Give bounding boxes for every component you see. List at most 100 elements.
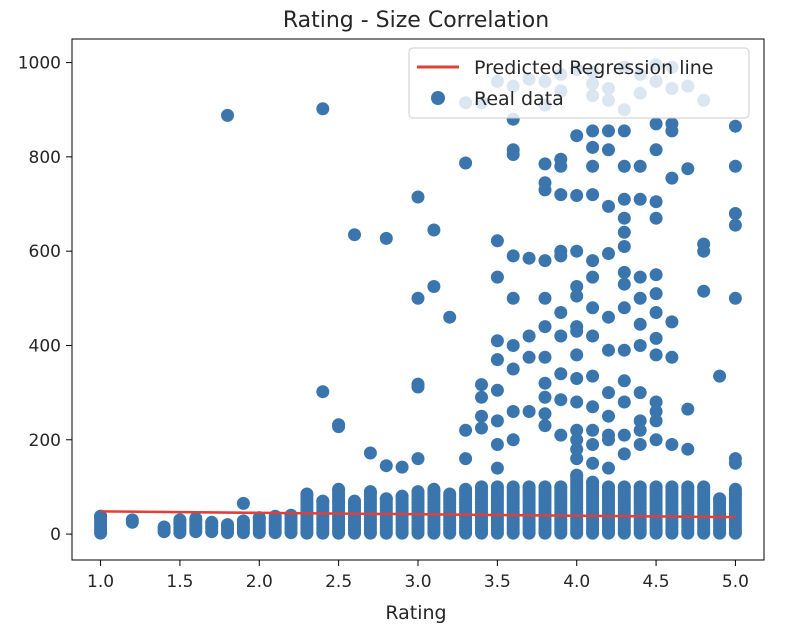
data-point — [570, 372, 584, 385]
data-point — [697, 284, 711, 298]
y-tick-label: 1000 — [18, 54, 61, 74]
data-point — [506, 249, 520, 263]
data-point — [538, 183, 552, 197]
data-point — [665, 350, 679, 364]
data-point — [570, 433, 584, 447]
data-point — [538, 254, 552, 268]
data-point — [570, 244, 584, 258]
data-point — [617, 343, 631, 357]
data-point — [490, 414, 504, 428]
data-point — [617, 192, 631, 206]
data-point — [252, 511, 266, 525]
data-point — [490, 480, 504, 494]
data-point — [649, 414, 663, 428]
data-point — [649, 405, 663, 418]
chart-title: Rating - Size Correlation — [283, 8, 549, 33]
data-point — [316, 102, 330, 116]
data-point — [554, 480, 568, 494]
data-point — [602, 461, 615, 475]
data-point — [681, 402, 695, 416]
data-point — [681, 442, 695, 456]
data-point — [475, 480, 488, 494]
regression-layer — [100, 510, 736, 519]
data-point — [205, 515, 219, 529]
x-tick-label: 4.5 — [643, 572, 670, 592]
data-point — [728, 119, 742, 133]
data-point — [602, 310, 615, 324]
x-axis: 1.0 1.5 2.0 2.5 3.0 3.5 4.0 4.5 5.0 — [87, 560, 749, 592]
data-point — [617, 447, 631, 461]
data-point — [332, 482, 346, 496]
data-point — [649, 306, 663, 319]
x-tick-label: 3.5 — [484, 572, 511, 592]
data-point — [586, 369, 600, 383]
data-point — [570, 289, 584, 303]
data-point — [411, 485, 425, 499]
data-point — [173, 513, 187, 527]
data-point — [554, 249, 568, 263]
data-point — [617, 480, 631, 494]
data-point — [427, 280, 441, 293]
data-point — [236, 514, 250, 528]
data-point — [586, 124, 600, 138]
data-point — [427, 223, 441, 237]
data-point — [586, 301, 600, 315]
data-point — [586, 475, 600, 489]
data-point — [284, 508, 298, 522]
data-point — [363, 485, 377, 499]
data-point — [570, 129, 584, 143]
data-point — [506, 362, 520, 376]
data-point — [602, 409, 615, 423]
data-point — [586, 159, 600, 173]
data-point — [681, 162, 695, 176]
data-point — [617, 277, 631, 291]
data-point — [586, 329, 600, 343]
data-point — [713, 492, 727, 506]
data-point — [617, 225, 631, 239]
data-point — [379, 492, 393, 506]
legend-label-regression: Predicted Regression line — [474, 57, 714, 79]
y-tick-label: 200 — [29, 431, 61, 451]
data-point — [506, 148, 520, 161]
data-point — [316, 494, 330, 508]
data-point — [602, 199, 615, 213]
data-point — [157, 520, 171, 534]
data-point — [665, 124, 679, 138]
data-point — [300, 487, 314, 501]
y-tick-label: 800 — [29, 148, 61, 168]
data-point — [411, 452, 425, 466]
data-point — [570, 280, 584, 293]
x-tick-label: 4.0 — [563, 572, 590, 592]
data-point — [395, 489, 409, 503]
data-point — [633, 192, 647, 206]
x-tick-label: 5.0 — [722, 572, 749, 592]
data-point — [649, 268, 663, 282]
data-point — [475, 378, 488, 392]
data-point — [221, 108, 234, 122]
data-point — [189, 512, 203, 525]
data-point — [379, 459, 393, 473]
data-point — [586, 423, 600, 437]
data-point — [665, 171, 679, 185]
data-point — [649, 117, 663, 131]
data-point — [443, 487, 457, 501]
data-point — [490, 383, 504, 397]
data-point — [506, 480, 520, 494]
data-point — [459, 482, 473, 496]
data-point — [490, 234, 504, 248]
data-point — [554, 306, 568, 319]
data-point — [586, 438, 600, 451]
data-point — [617, 124, 631, 138]
data-point — [538, 376, 552, 390]
data-point — [633, 414, 647, 428]
data-point — [617, 301, 631, 315]
legend-label-real-data: Real data — [474, 88, 564, 110]
data-point — [570, 348, 584, 362]
data-point — [617, 240, 631, 253]
data-point — [316, 385, 330, 399]
y-tick-label: 600 — [29, 242, 61, 262]
data-point — [570, 189, 584, 202]
data-point — [475, 409, 488, 423]
data-point — [506, 405, 520, 418]
